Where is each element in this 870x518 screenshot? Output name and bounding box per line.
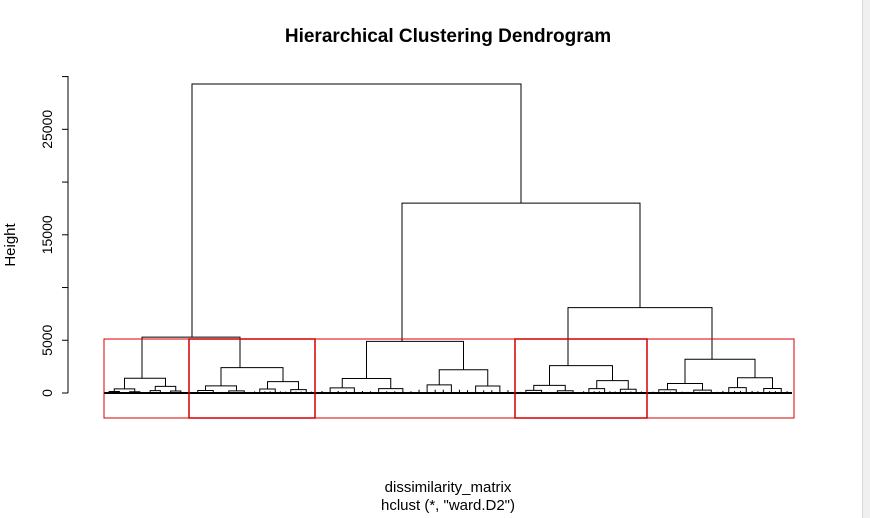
merge-root <box>191 83 522 338</box>
cluster-2-r <box>267 381 299 390</box>
cluster-3-r <box>438 369 489 387</box>
cluster-5-l-0 <box>658 389 677 392</box>
cluster-2-l-0 <box>197 390 214 393</box>
cluster-5-l-1 <box>693 389 712 393</box>
cluster-5-top <box>684 358 756 384</box>
cluster-4-l-1 <box>556 390 574 393</box>
cluster-4-top <box>549 365 613 386</box>
cluster-2-l <box>205 385 237 391</box>
cluster-2-l-1 <box>228 390 245 393</box>
cluster-box <box>188 338 316 419</box>
y-tick-label: 25000 <box>39 110 55 149</box>
method-sublabel: hclust (*, "ward.D2") <box>381 497 515 514</box>
cluster-4-l <box>533 384 566 391</box>
y-tick-label: 5000 <box>39 324 55 355</box>
cluster-box <box>646 338 795 419</box>
merge-cluster-1-2 <box>141 336 241 379</box>
cluster-3-top <box>366 340 464 379</box>
cluster-2-top <box>220 367 284 386</box>
y-axis: 0 5000 15000 25000 <box>39 76 69 397</box>
merge-cluster-4-5 <box>567 307 713 366</box>
cluster-5-l <box>667 383 703 391</box>
cluster-5-r-0 <box>728 387 747 392</box>
chart-title: Hierarchical Clustering Dendrogram <box>285 26 611 47</box>
y-axis-label: Height <box>2 222 19 266</box>
cluster-3-l-0 <box>329 387 355 392</box>
dendrogram-tree <box>104 83 792 394</box>
merge-cluster-3-4-5 <box>401 202 641 342</box>
cluster-cut-boxes <box>103 338 795 419</box>
cluster-1-r-1 <box>170 390 182 393</box>
cluster-4-r <box>596 380 629 390</box>
cluster-1-l <box>113 388 136 392</box>
cluster-2-r-0 <box>259 388 276 392</box>
cluster-5-r <box>737 377 773 389</box>
cluster-1-r-0 <box>149 390 161 393</box>
cluster-3-r-0 <box>426 384 452 391</box>
cluster-4-r-1 <box>619 388 637 392</box>
x-axis-label: dissimilarity_matrix <box>385 479 512 496</box>
cluster-3-r-1 <box>475 385 501 391</box>
cluster-2-r-1 <box>290 389 307 392</box>
cluster-1-r <box>154 385 177 392</box>
y-tick-label: 15000 <box>39 215 55 254</box>
cluster-3-l-1 <box>378 388 404 392</box>
y-tick-label: 0 <box>39 389 55 397</box>
cluster-3-l <box>341 378 392 389</box>
cluster-4-l-0 <box>525 389 543 393</box>
cluster-1-top <box>124 377 166 389</box>
window-edge <box>862 0 870 518</box>
cluster-5-r-1 <box>763 387 782 392</box>
cluster-4-r-0 <box>588 388 606 392</box>
cluster-box <box>514 338 648 419</box>
